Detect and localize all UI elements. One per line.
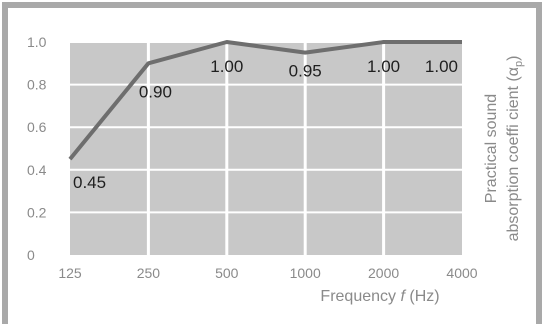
y-tick-label: 1.0: [27, 34, 47, 50]
x-tick-label: 125: [58, 265, 82, 281]
data-label: 1.00: [210, 57, 243, 76]
x-tick-label: 250: [137, 265, 161, 281]
y-tick-label: 0: [27, 247, 35, 263]
data-label: 1.00: [367, 57, 400, 76]
grid-lines: [70, 41, 462, 255]
x-tick-label: 1000: [290, 265, 321, 281]
data-label: 0.90: [139, 82, 172, 101]
data-label: 0.95: [289, 62, 322, 81]
y-tick-label: 0.2: [27, 204, 47, 220]
x-tick-label: 2000: [368, 265, 399, 281]
x-axis-title: Frequency f (Hz): [320, 288, 439, 305]
y-axis-title-line2: absorption coeffi cient (αp): [505, 56, 525, 242]
y-axis-title-line1: Practical sound: [483, 94, 500, 203]
y-tick-label: 0.8: [27, 77, 47, 93]
series-layer: [68, 40, 463, 161]
data-label: 1.00: [425, 57, 458, 76]
x-tick-label: 4000: [446, 265, 477, 281]
x-tick-labels: 125 250 500 1000 2000 4000: [58, 265, 477, 281]
y-tick-labels: 0 0.2 0.4 0.6 0.8 1.0: [27, 34, 47, 263]
x-tick-label: 500: [215, 265, 239, 281]
data-label: 0.45: [73, 173, 106, 192]
y-axis-title: Practical sound absorption coeffi cient …: [483, 56, 525, 242]
y-tick-label: 0.6: [27, 119, 47, 135]
data-labels: 0.45 0.90 1.00 0.95 1.00 1.00: [73, 57, 458, 192]
series-line: [68, 40, 462, 161]
plot-area: [70, 42, 462, 255]
y-tick-label: 0.4: [27, 162, 47, 178]
